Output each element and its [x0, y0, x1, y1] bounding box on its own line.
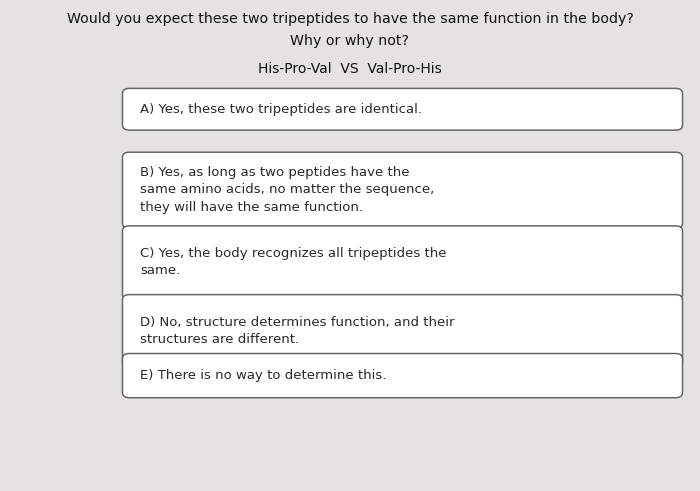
Text: E) There is no way to determine this.: E) There is no way to determine this.: [140, 369, 386, 382]
Text: His-Pro-Val  VS  Val-Pro-His: His-Pro-Val VS Val-Pro-His: [258, 62, 442, 77]
Text: Would you expect these two tripeptides to have the same function in the body?: Would you expect these two tripeptides t…: [66, 12, 634, 27]
FancyBboxPatch shape: [122, 295, 682, 368]
FancyBboxPatch shape: [122, 354, 682, 398]
FancyBboxPatch shape: [122, 88, 682, 130]
FancyBboxPatch shape: [122, 226, 682, 300]
Text: C) Yes, the body recognizes all tripeptides the
same.: C) Yes, the body recognizes all tripepti…: [140, 247, 447, 277]
Text: D) No, structure determines function, and their
structures are different.: D) No, structure determines function, an…: [140, 316, 454, 346]
Text: A) Yes, these two tripeptides are identical.: A) Yes, these two tripeptides are identi…: [140, 103, 422, 115]
Text: B) Yes, as long as two peptides have the
same amino acids, no matter the sequenc: B) Yes, as long as two peptides have the…: [140, 165, 434, 214]
FancyBboxPatch shape: [122, 152, 682, 228]
Text: Why or why not?: Why or why not?: [290, 34, 410, 49]
